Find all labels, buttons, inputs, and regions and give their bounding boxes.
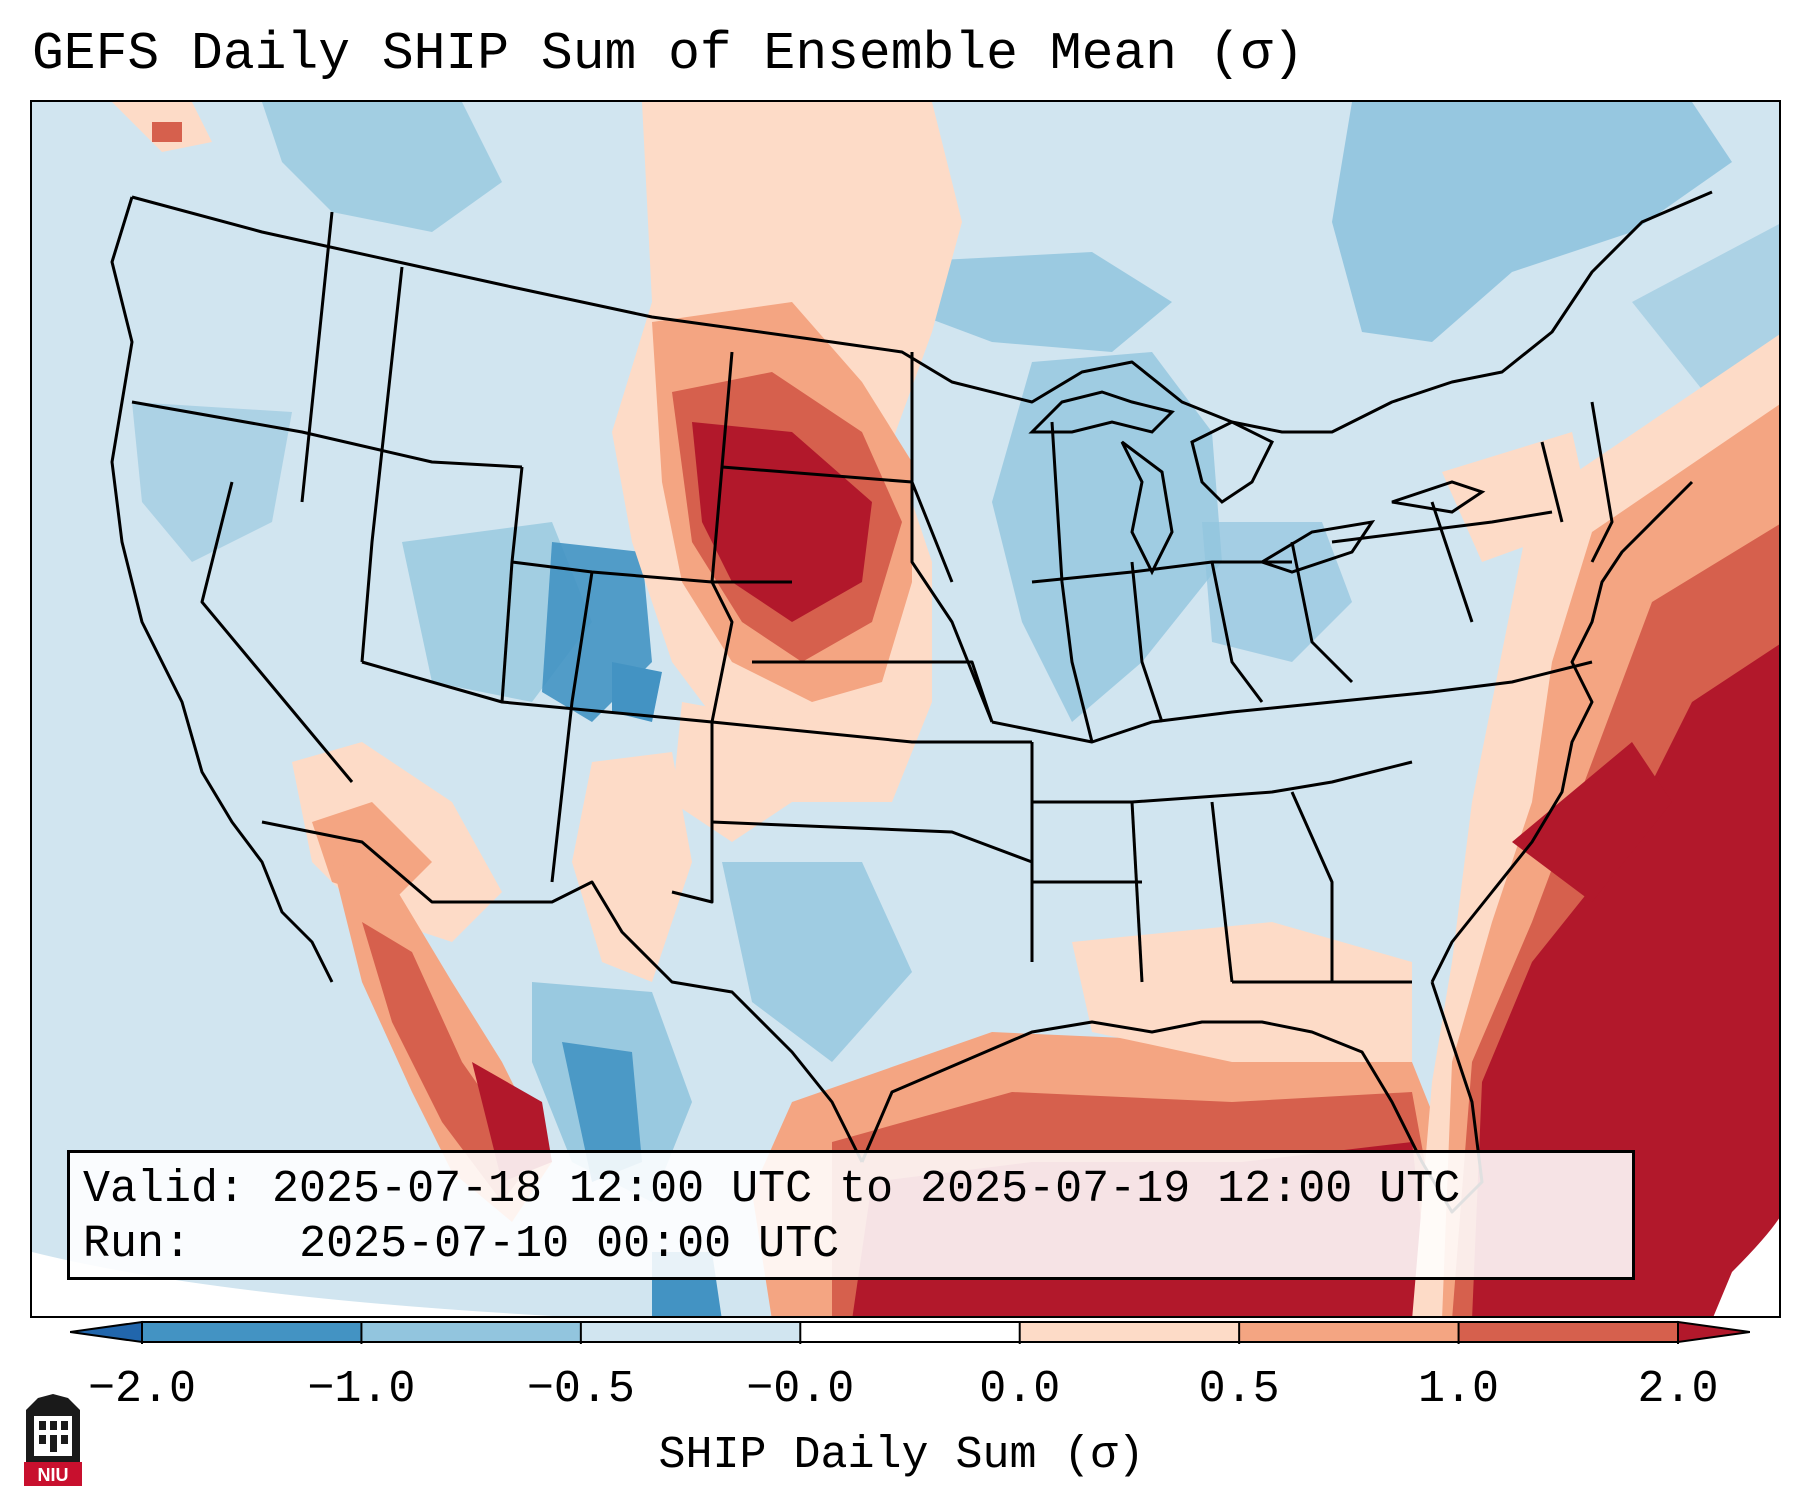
colorbar-segments bbox=[70, 1320, 1750, 1344]
colorbar-tick-label: 0.5 bbox=[1198, 1364, 1280, 1415]
run-time: 2025-07-10 00:00 UTC bbox=[299, 1219, 840, 1270]
colorbar-segment bbox=[1239, 1322, 1460, 1342]
colorbar-segment bbox=[1458, 1322, 1679, 1342]
colorbar bbox=[70, 1320, 1750, 1344]
colorbar-segment bbox=[361, 1322, 582, 1342]
colorbar-extend-high bbox=[1677, 1320, 1750, 1344]
niu-logo: NIU bbox=[24, 1394, 82, 1486]
colorbar-tick-label: −2.0 bbox=[87, 1364, 197, 1415]
state-and-country-borders bbox=[110, 190, 1713, 1214]
map-title: GEFS Daily SHIP Sum of Ensemble Mean (σ) bbox=[32, 24, 1305, 84]
niu-logo-text: NIU bbox=[38, 1465, 69, 1485]
colorbar-tick-label: −1.0 bbox=[307, 1364, 416, 1415]
colorbar-extend-low bbox=[70, 1320, 143, 1344]
colorbar-segment bbox=[142, 1322, 362, 1342]
colorbar-tick-label: −0.0 bbox=[746, 1364, 855, 1415]
run-label: Run: bbox=[83, 1219, 192, 1270]
colorbar-tick-label: −0.5 bbox=[526, 1364, 635, 1415]
colorbar-tick-label: 0.0 bbox=[979, 1364, 1061, 1415]
valid-run-info-box: Valid: 2025-07-18 12:00 UTC to 2025-07-1… bbox=[67, 1150, 1635, 1280]
colorbar-segment bbox=[1019, 1322, 1240, 1342]
great-lakes-outline bbox=[1028, 390, 1486, 576]
valid-label: Valid: bbox=[83, 1164, 246, 1215]
colorbar-tick-label: 2.0 bbox=[1637, 1364, 1719, 1415]
ship-anomaly-map bbox=[32, 102, 1779, 1316]
colorbar-label: SHIP Daily Sum (σ) bbox=[658, 1430, 1145, 1481]
map-panel bbox=[30, 100, 1781, 1318]
colorbar-tick-label: 1.0 bbox=[1418, 1364, 1500, 1415]
colorbar-segment bbox=[800, 1322, 1021, 1342]
colorbar-segment bbox=[580, 1322, 801, 1342]
valid-time: 2025-07-18 12:00 UTC to 2025-07-19 12:00… bbox=[272, 1164, 1461, 1215]
